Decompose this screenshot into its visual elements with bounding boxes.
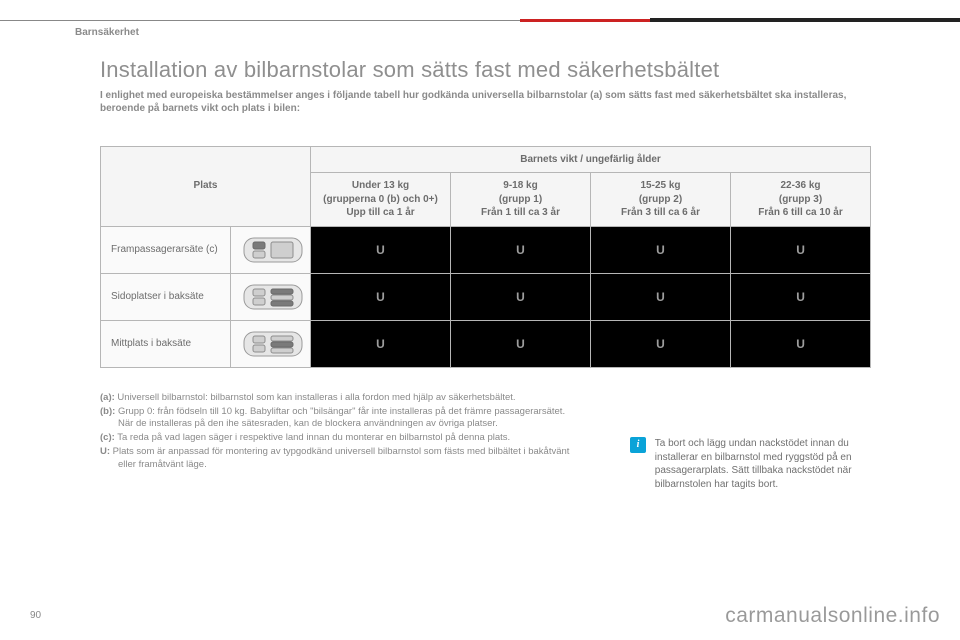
table-value: U	[311, 273, 451, 320]
info-icon: i	[630, 437, 646, 453]
row-label: Mittplats i baksäte	[101, 320, 231, 367]
seat-diagram-icon	[231, 273, 311, 320]
seat-diagram-icon	[231, 320, 311, 367]
table-value: U	[451, 273, 591, 320]
table-value: U	[311, 320, 451, 367]
plats-header: Plats	[101, 146, 311, 226]
page-title: Installation av bilbarnstolar som sätts …	[100, 55, 900, 85]
row-label: Frampassagerarsäte (c)	[101, 226, 231, 273]
row-label: Sidoplatser i baksäte	[101, 273, 231, 320]
page-number: 90	[30, 609, 41, 623]
footnote-a: (a): Universell bilbarnstol: bilbarnstol…	[100, 392, 580, 405]
weight-header-0: Under 13 kg (grupperna 0 (b) och 0+) Upp…	[311, 173, 451, 227]
watermark: carmanualsonline.info	[725, 602, 940, 630]
table-row: Frampassagerarsäte (c) U U U U	[101, 226, 871, 273]
table-value: U	[451, 226, 591, 273]
footnote-u: U: Plats som är anpassad för montering a…	[100, 446, 580, 472]
weight-header-2: 15-25 kg (grupp 2) Från 3 till ca 6 år	[591, 173, 731, 227]
weight-header-1: 9-18 kg (grupp 1) Från 1 till ca 3 år	[451, 173, 591, 227]
table-row: Mittplats i baksäte U U U U	[101, 320, 871, 367]
seat-diagram-icon	[231, 226, 311, 273]
table-value: U	[451, 320, 591, 367]
info-callout: i Ta bort och lägg undan nackstödet inna…	[630, 437, 900, 491]
table-value: U	[311, 226, 451, 273]
table-value: U	[591, 226, 731, 273]
table-header-row-1: Plats Barnets vikt / ungefärlig ålder	[101, 146, 871, 173]
weight-header-3: 22-36 kg (grupp 3) Från 6 till ca 10 år	[731, 173, 871, 227]
footnote-b: (b): Grupp 0: från födseln till 10 kg. B…	[100, 406, 580, 432]
page-content: Installation av bilbarnstolar som sätts …	[100, 55, 900, 473]
footnotes: (a): Universell bilbarnstol: bilbarnstol…	[100, 392, 580, 472]
table-row: Sidoplatser i baksäte U U U U	[101, 273, 871, 320]
weight-super-header: Barnets vikt / ungefärlig ålder	[311, 146, 871, 173]
footnote-c: (c): Ta reda på vad lagen säger i respek…	[100, 432, 580, 445]
header-rule	[0, 18, 960, 22]
table-value: U	[591, 273, 731, 320]
lead-paragraph: I enlighet med europeiska bestämmelser a…	[100, 89, 870, 116]
table-value: U	[731, 320, 871, 367]
table-value: U	[731, 273, 871, 320]
child-seat-table: Plats Barnets vikt / ungefärlig ålder Un…	[100, 146, 871, 368]
table-value: U	[591, 320, 731, 367]
section-label: Barnsäkerhet	[75, 26, 139, 40]
info-text: Ta bort och lägg undan nackstödet innan …	[655, 437, 890, 491]
table-value: U	[731, 226, 871, 273]
